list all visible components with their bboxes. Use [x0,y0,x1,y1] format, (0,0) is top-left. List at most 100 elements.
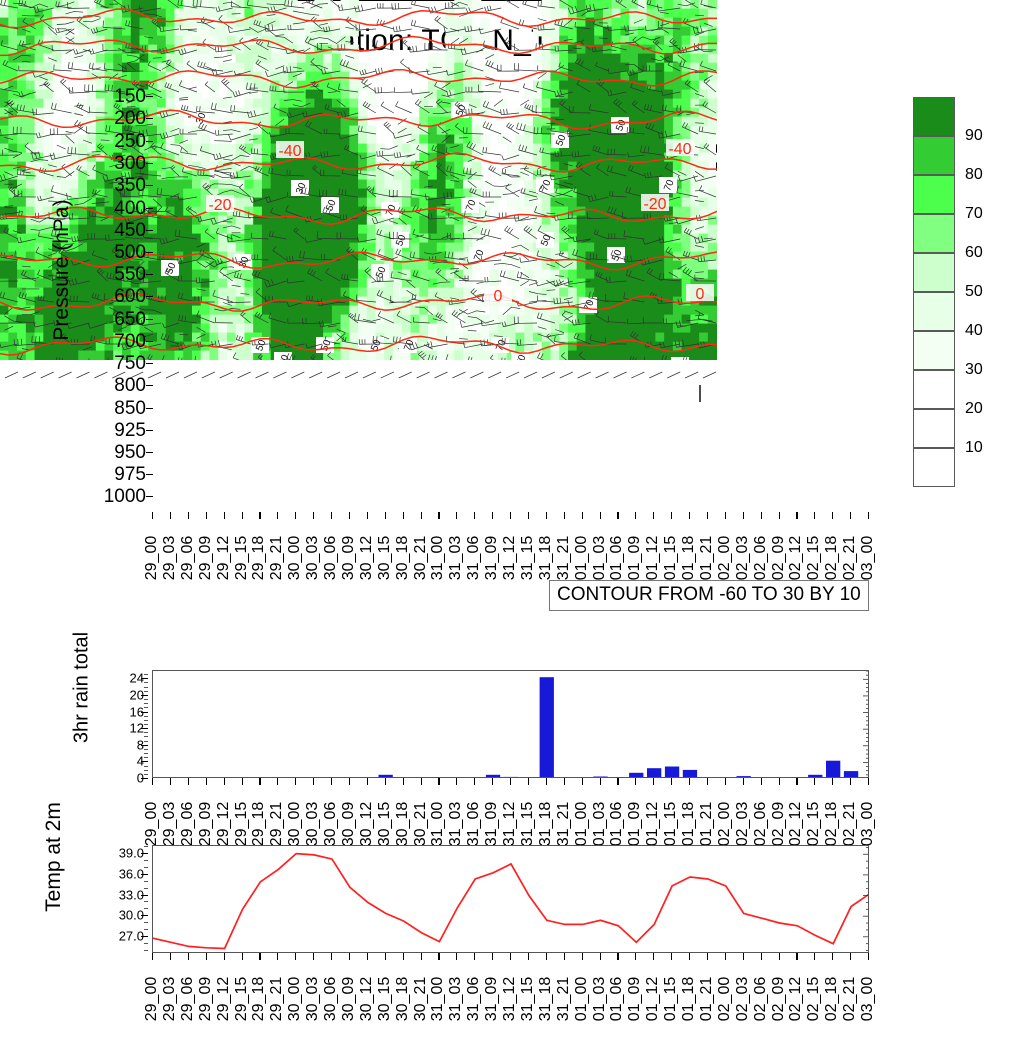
pressure-tick-label: 975 [94,465,146,484]
time-tick-label: 31_12 [502,951,518,1047]
time-tick-label: 29_00 [144,951,160,1047]
time-tick-label: 31_00 [430,951,446,1047]
time-tick-label: 03_00 [860,951,876,1047]
time-tick-label: 01_12 [645,951,661,1047]
time-tick: 03_00 [858,953,878,1049]
rain-tick-label: 4 [104,755,144,768]
colorbar-band [913,253,955,292]
temperature-line-chart[interactable] [152,845,869,953]
time-tick-label: 01_00 [574,951,590,1047]
temp-canvas [153,846,869,953]
time-tick-label: 29_15 [234,510,250,606]
colorbar-label: 10 [965,440,983,456]
time-tick-label: 02_18 [824,951,840,1047]
temp-tick-label: 36.0 [96,867,144,880]
pressure-axis-label: Pressure (hPa) [50,60,74,480]
colorbar-label: 90 [965,128,983,144]
time-tick-label: 29_18 [251,510,267,606]
time-tick-label: 01_21 [699,951,715,1047]
pressure-tick-label: 300 [94,154,146,173]
time-tick-label: 30_18 [395,951,411,1047]
pressure-tick-label: 700 [94,332,146,351]
rain-tick-label: 12 [104,722,144,735]
rain-bar-chart[interactable] [152,670,869,778]
temp-tick-label: 30.0 [96,909,144,922]
time-tick-label: 02_06 [753,951,769,1047]
pressure-tick-label: 925 [94,421,146,440]
time-tick-label: 30_12 [359,510,375,606]
colorbar-label: 20 [965,401,983,417]
time-tick-label: 30_21 [413,951,429,1047]
time-tick-label: 29_12 [216,510,232,606]
colorbar-band [913,136,955,175]
time-tick-label: 31_06 [466,510,482,606]
time-tick-label: 29_15 [234,951,250,1047]
pressure-tick-label: 450 [94,221,146,240]
time-tick-label: 30_21 [413,510,429,606]
colorbar-band [913,175,955,214]
pressure-tick-label: 850 [94,399,146,418]
colorbar-label: 30 [965,362,983,378]
pressure-tick-label: 150 [94,87,146,106]
time-tick-label: 01_09 [627,951,643,1047]
time-tick-label: 29_09 [198,951,214,1047]
colorbar-band [913,214,955,253]
colorbar-label: 50 [965,284,983,300]
colorbar-band [913,370,955,409]
rain-tick-label: 20 [104,688,144,701]
time-tick-label: 30_15 [377,951,393,1047]
rain-tick-label: 24 [104,672,144,685]
time-tick-label: 29_06 [180,510,196,606]
time-tick-label: 29_21 [269,510,285,606]
colorbar-band [913,409,955,448]
time-tick-label: 30_03 [305,510,321,606]
time-tick-label: 31_15 [520,510,536,606]
time-tick-label: 29_12 [216,951,232,1047]
time-tick-label: 01_18 [681,951,697,1047]
pressure-tick-label: 350 [94,176,146,195]
colorbar-label: 70 [965,206,983,222]
time-tick-label: 02_09 [771,951,787,1047]
time-tick-label: 29_03 [162,510,178,606]
time-tick-label: 01_06 [609,951,625,1047]
time-tick-label: 30_00 [287,510,303,606]
colorbar-band [913,448,955,487]
time-tick-label: 02_03 [735,951,751,1047]
time-tick-label: 31_15 [520,951,536,1047]
contour-note: CONTOUR FROM -60 TO 30 BY 10 [549,580,869,611]
time-tick-label: 30_00 [287,951,303,1047]
time-tick-label: 30_15 [377,510,393,606]
time-tick-label: 01_03 [592,951,608,1047]
pressure-tick-label: 950 [94,443,146,462]
time-tick-label: 02_00 [717,951,733,1047]
time-tick-label: 30_09 [341,510,357,606]
colorbar-label: 40 [965,323,983,339]
rain-axis-label: 3hr rain total [71,583,94,793]
colorbar-band [913,97,955,136]
pressure-tick-label: 800 [94,376,146,395]
time-tick-label: 31_09 [484,510,500,606]
pressure-tick-label: 750 [94,354,146,373]
temp-axis-label: Temp at 2m [42,767,66,947]
rain-tick-label: 0 [104,772,144,785]
temp-tick-label: 33.0 [96,888,144,901]
time-tick-label: 29_18 [251,951,267,1047]
pressure-tick-label: 600 [94,287,146,306]
time-tick-label: 30_03 [305,951,321,1047]
rain-tick-label: 8 [104,738,144,751]
pressure-tick-label: 500 [94,243,146,262]
colorbar-label: 60 [965,245,983,261]
time-tick-label: 31_21 [556,951,572,1047]
time-tick-label: 29_09 [198,510,214,606]
time-tick-label: 31_12 [502,510,518,606]
time-tick-label: 30_06 [323,510,339,606]
time-tick-label: 31_18 [538,951,554,1047]
time-tick-label: 31_03 [448,951,464,1047]
time-tick-label: 30_06 [323,951,339,1047]
time-tick-label: 02_12 [788,951,804,1047]
time-tick-label: 02_15 [806,951,822,1047]
